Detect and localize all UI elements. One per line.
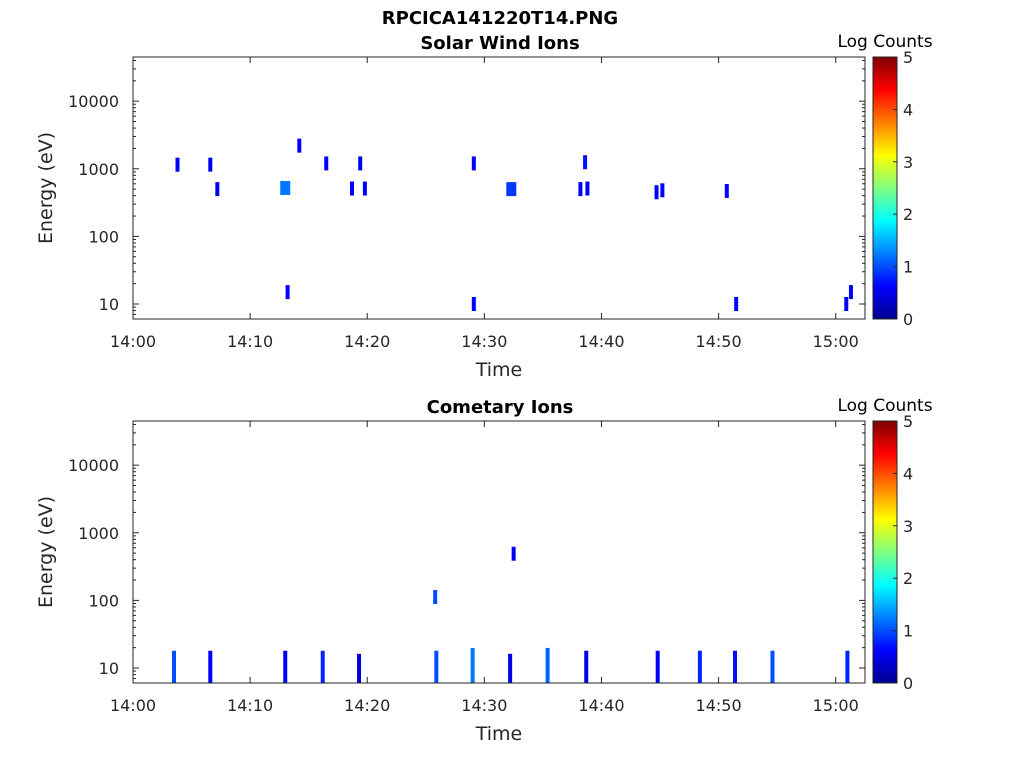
colorbar-ticks-solar-wind: 0 1 2 3 4 5 xyxy=(893,48,913,329)
x-tick-label: 15:00 xyxy=(813,696,859,715)
data-event-mark xyxy=(280,180,291,195)
colorbar-tick-label: 2 xyxy=(903,205,913,224)
panel-title-solar-wind: Solar Wind Ions xyxy=(420,33,579,54)
cometary-events xyxy=(171,546,850,683)
data-event-mark xyxy=(434,650,439,683)
colorbar-solar-wind xyxy=(872,56,898,320)
data-event-mark xyxy=(471,297,476,312)
colorbar-tick-label: 1 xyxy=(903,622,913,641)
data-event-mark xyxy=(433,590,438,605)
data-event-mark xyxy=(324,156,329,171)
x-tick-label: 14:00 xyxy=(110,696,156,715)
y-axis-label-solar-wind: Energy (eV) xyxy=(35,132,57,244)
x-axis-solar-wind: 14:00 14:10 14:20 14:30 14:40 14:50 15:00 xyxy=(110,57,859,351)
x-tick-label: 14:10 xyxy=(227,332,273,351)
colorbar-label-solar-wind: Log Counts xyxy=(837,32,932,52)
data-event-mark xyxy=(511,546,516,561)
data-event-mark xyxy=(320,650,325,683)
data-event-mark xyxy=(350,181,355,196)
colorbar-tick-label: 0 xyxy=(903,310,913,329)
data-event-mark xyxy=(208,157,213,172)
y-axis-label-cometary: Energy (eV) xyxy=(35,496,57,608)
data-event-mark xyxy=(171,650,176,683)
y-tick-label: 10 xyxy=(99,659,119,678)
data-event-mark xyxy=(208,650,213,683)
colorbar-tick-label: 2 xyxy=(903,569,913,588)
panel-title-cometary: Cometary Ions xyxy=(427,397,574,418)
colorbar-tick-label: 4 xyxy=(903,100,913,119)
y-tick-label: 1000 xyxy=(78,160,119,179)
plot-area-cometary xyxy=(132,420,866,684)
data-event-mark xyxy=(471,156,476,171)
data-event-mark xyxy=(583,155,588,170)
x-tick-label: 14:30 xyxy=(461,696,507,715)
y-tick-label: 100 xyxy=(88,591,119,610)
data-event-mark xyxy=(584,650,589,683)
data-event-mark xyxy=(358,156,363,171)
data-event-mark xyxy=(655,650,660,683)
figure-title: RPCICA141220T14.PNG xyxy=(382,8,618,29)
data-event-mark xyxy=(697,650,702,683)
x-axis-label-solar-wind: Time xyxy=(475,359,523,381)
x-tick-label: 14:20 xyxy=(344,332,390,351)
data-event-mark xyxy=(724,183,729,198)
cometary-ions-panel: Cometary Ions Log Counts 14:00 14:10 14:20… xyxy=(35,396,933,745)
x-axis-label-cometary: Time xyxy=(475,723,523,745)
colorbar-tick-label: 5 xyxy=(903,412,913,431)
colorbar-tick-label: 5 xyxy=(903,48,913,67)
data-event-mark xyxy=(362,181,367,196)
data-event-mark xyxy=(734,297,739,312)
data-event-mark xyxy=(283,650,288,683)
y-axis-cometary: 10 100 1000 10000 xyxy=(68,423,865,684)
y-tick-label: 10000 xyxy=(68,456,119,475)
y-axis-solar-wind: 10 100 1000 10000 xyxy=(68,59,865,320)
data-event-mark xyxy=(732,650,737,683)
colorbar-tick-label: 4 xyxy=(903,464,913,483)
x-tick-label: 14:50 xyxy=(696,696,742,715)
x-tick-label: 14:50 xyxy=(696,332,742,351)
colorbar-tick-label: 3 xyxy=(903,517,913,536)
data-event-mark xyxy=(297,138,302,153)
data-event-mark xyxy=(578,182,583,197)
solar-wind-events xyxy=(175,138,853,312)
colorbar-tick-label: 0 xyxy=(903,674,913,693)
colorbar-tick-label: 3 xyxy=(903,153,913,172)
data-event-mark xyxy=(844,297,849,312)
data-event-mark xyxy=(215,182,220,197)
data-event-mark xyxy=(770,650,775,683)
colorbar-cometary xyxy=(872,420,898,684)
x-axis-cometary: 14:00 14:10 14:20 14:30 14:40 14:50 15:00 xyxy=(110,421,859,715)
data-event-mark xyxy=(470,647,475,683)
data-event-mark xyxy=(848,285,853,300)
x-tick-label: 15:00 xyxy=(813,332,859,351)
y-tick-label: 100 xyxy=(88,227,119,246)
x-tick-label: 14:40 xyxy=(578,696,624,715)
data-event-mark xyxy=(506,182,517,197)
x-tick-label: 14:10 xyxy=(227,696,273,715)
data-event-mark xyxy=(357,653,362,683)
x-tick-label: 14:00 xyxy=(110,332,156,351)
y-tick-label: 10000 xyxy=(68,92,119,111)
y-tick-label: 1000 xyxy=(78,524,119,543)
solar-wind-ions-panel: Solar Wind Ions Log Counts 14:00 14:10 14:… xyxy=(35,32,933,381)
data-event-mark xyxy=(654,185,659,200)
colorbar-tick-label: 1 xyxy=(903,258,913,277)
x-tick-label: 14:40 xyxy=(578,332,624,351)
data-event-mark xyxy=(660,183,665,198)
colorbar-ticks-cometary: 0 1 2 3 4 5 xyxy=(893,412,913,693)
data-event-mark xyxy=(285,285,290,300)
x-tick-label: 14:20 xyxy=(344,696,390,715)
data-event-mark xyxy=(545,647,550,683)
y-tick-label: 10 xyxy=(99,295,119,314)
data-event-mark xyxy=(845,650,850,683)
data-event-mark xyxy=(585,181,590,196)
data-event-mark xyxy=(508,653,513,683)
plot-area-solar-wind xyxy=(132,56,866,320)
colorbar-label-cometary: Log Counts xyxy=(837,396,932,416)
data-event-mark xyxy=(175,157,180,172)
x-tick-label: 14:30 xyxy=(461,332,507,351)
